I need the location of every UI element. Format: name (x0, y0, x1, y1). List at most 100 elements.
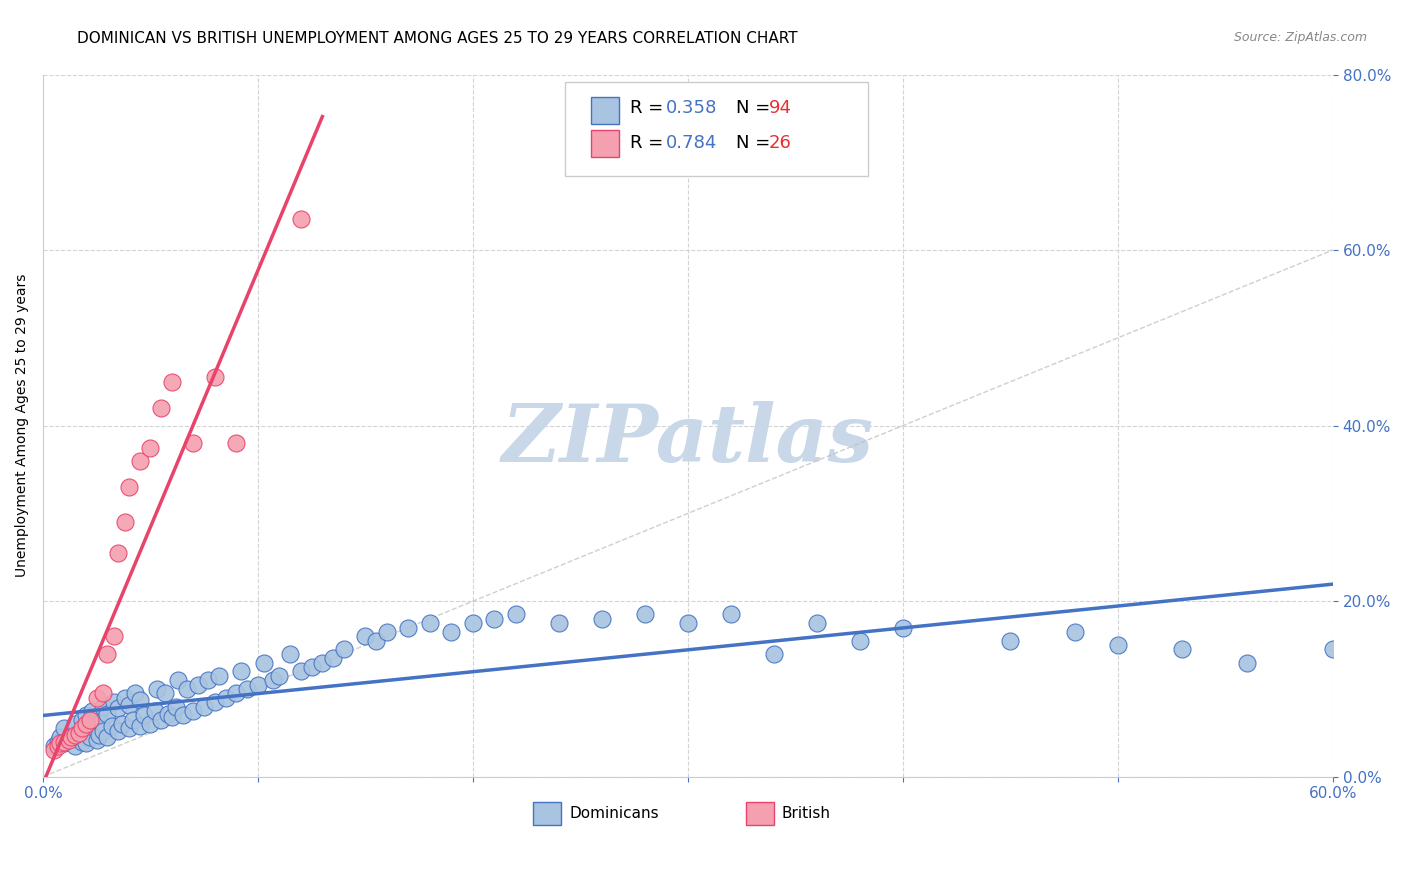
Point (63, 739, 86, 753)
Point (484, 612, 506, 626)
Point (214, 690, 236, 705)
Point (75, 717, 97, 731)
Point (676, 616, 699, 631)
Point (53, 734, 76, 748)
Point (204, 370, 226, 384)
Point (79, 719, 101, 733)
Point (96, 647, 118, 661)
Point (278, 647, 301, 661)
Text: R =: R = (630, 134, 669, 152)
Point (1322, 642, 1344, 657)
Point (160, 710, 183, 724)
Point (128, 454, 150, 468)
Point (118, 480, 141, 494)
Point (58, 732, 80, 747)
Point (114, 690, 136, 705)
Point (547, 616, 569, 631)
Point (67, 731, 90, 745)
Point (53, 722, 76, 736)
Y-axis label: Unemployment Among Ages 25 to 29 years: Unemployment Among Ages 25 to 29 years (15, 274, 30, 577)
Bar (533, 802, 561, 824)
Point (53, 736, 76, 750)
Point (322, 651, 344, 665)
Point (762, 647, 785, 661)
Point (100, 719, 122, 733)
Text: Source: ZipAtlas.com: Source: ZipAtlas.com (1233, 31, 1367, 45)
Point (103, 629, 125, 643)
Point (1107, 638, 1129, 652)
Point (86, 732, 108, 747)
Point (87, 728, 110, 742)
Point (91, 724, 114, 739)
Point (229, 665, 252, 679)
Point (82, 704, 104, 718)
Point (197, 673, 219, 688)
Point (91, 686, 114, 700)
Point (1171, 642, 1194, 657)
Point (208, 669, 231, 683)
Point (176, 681, 198, 696)
Point (107, 546, 129, 560)
Point (1000, 633, 1022, 648)
Point (150, 713, 173, 727)
Point (91, 699, 114, 714)
Point (59, 731, 82, 745)
Point (461, 616, 484, 631)
Point (59, 728, 82, 742)
Point (634, 607, 657, 622)
Point (124, 686, 146, 700)
Point (86, 710, 108, 724)
Point (79, 731, 101, 745)
Point (225, 686, 247, 700)
Point (58, 732, 80, 747)
Point (118, 722, 141, 736)
Point (333, 642, 356, 657)
Point (183, 436, 205, 450)
Point (183, 704, 205, 718)
Point (187, 677, 209, 691)
Point (290, 665, 312, 679)
Point (63, 717, 86, 731)
Point (146, 681, 169, 696)
Point (49, 731, 72, 745)
Point (128, 719, 150, 733)
Point (366, 633, 388, 648)
Point (236, 681, 259, 696)
Point (204, 695, 226, 709)
Point (167, 673, 190, 688)
Text: 26: 26 (769, 134, 792, 152)
Point (96, 706, 118, 721)
Point (79, 713, 101, 727)
Point (849, 633, 872, 648)
Point (67, 726, 90, 740)
Text: Dominicans: Dominicans (569, 805, 659, 821)
Point (156, 706, 179, 721)
Text: 0.358: 0.358 (666, 99, 717, 117)
FancyBboxPatch shape (565, 81, 869, 177)
Point (419, 616, 441, 631)
Point (114, 515, 136, 529)
Bar (745, 802, 775, 824)
Point (150, 401, 173, 416)
Text: N =: N = (735, 134, 776, 152)
Point (253, 656, 276, 670)
Point (107, 701, 129, 715)
Point (75, 736, 97, 750)
Point (63, 728, 86, 742)
Text: N =: N = (735, 99, 776, 117)
Point (122, 713, 145, 727)
Point (49, 736, 72, 750)
Point (118, 698, 141, 712)
Text: 94: 94 (769, 99, 792, 117)
Point (139, 717, 162, 731)
Point (375, 624, 398, 639)
Point (891, 621, 914, 635)
Point (96, 731, 118, 745)
Point (172, 708, 194, 723)
Point (1063, 624, 1085, 639)
Point (165, 699, 187, 714)
Point (86, 690, 108, 705)
Point (269, 669, 291, 683)
Point (128, 692, 150, 706)
Point (262, 673, 284, 688)
